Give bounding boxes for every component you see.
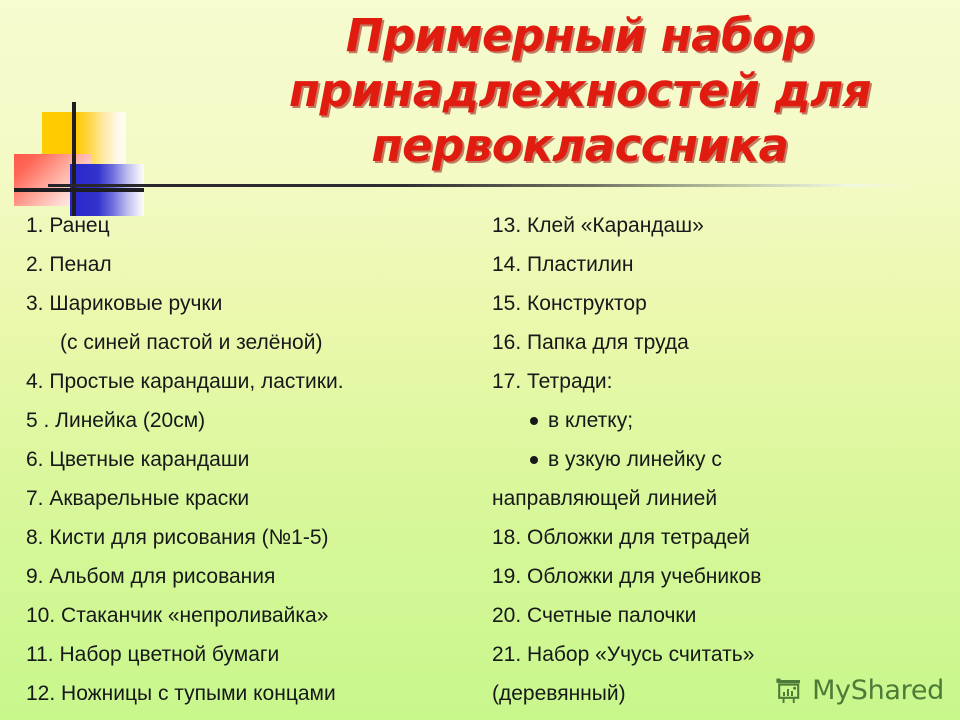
list-item-label: 12. Ножницы с тупыми концами [26, 682, 336, 705]
list-item-label: (деревянный) [492, 682, 626, 705]
list-item: направляющей линией [492, 479, 960, 518]
decorative-color-blocks [14, 98, 144, 216]
list-item-label: 2. Пенал [26, 253, 112, 276]
list-item-label: 13. Клей «Карандаш» [492, 214, 704, 237]
list-item: в клетку; [492, 401, 960, 440]
list-item-label: (с синей пастой и зелёной) [60, 331, 323, 354]
list-item: 17. Тетради: [492, 362, 960, 401]
list-item: 15. Конструктор [492, 284, 960, 323]
myshared-watermark-label: MyShared [812, 675, 944, 706]
list-item: (деревянный) [492, 674, 960, 713]
list-item: 20. Счетные палочки [492, 596, 960, 635]
list-item: 11. Набор цветной бумаги [26, 635, 470, 674]
list-item: 13. Клей «Карандаш» [492, 206, 960, 245]
list-item: 4. Простые карандаши, ластики. [26, 362, 470, 401]
list-item: (с синей пастой и зелёной) [26, 323, 470, 362]
list-item: 18. Обложки для тетрадей [492, 518, 960, 557]
list-item-label: 9. Альбом для рисования [26, 565, 276, 588]
list-item: 3. Шариковые ручки [26, 284, 470, 323]
presentation-board-icon [774, 676, 804, 706]
list-item: 16. Папка для труда [492, 323, 960, 362]
list-item: 22. Спортивная форма [492, 713, 960, 720]
list-item-label: 3. Шариковые ручки [26, 292, 223, 315]
list-item-label: 5 . Линейка (20см) [26, 409, 206, 432]
list-item-label: 7. Акварельные краски [26, 487, 250, 510]
bullet-dot-icon [530, 455, 538, 464]
myshared-watermark: MyShared [774, 675, 944, 706]
supplies-list-right-column: 13. Клей «Карандаш» 14. Пластилин 15. Конс… [470, 206, 960, 720]
title-divider [48, 184, 918, 187]
list-item: 8. Кисти для рисования (№1-5) [26, 518, 470, 557]
list-item-label: 21. Набор «Учусь считать» [492, 643, 755, 666]
list-item-label: 14. Пластилин [492, 253, 634, 276]
cross-horizontal-line-icon [14, 188, 144, 192]
list-item-label: в узкую линейку с [548, 448, 722, 471]
list-item: 7. Акварельные краски [26, 479, 470, 518]
list-item-label: 16. Папка для труда [492, 331, 689, 354]
list-item: 5 . Линейка (20см) [26, 401, 470, 440]
list-item: 6. Цветные карандаши [26, 440, 470, 479]
list-item-label: 17. Тетради: [492, 370, 613, 393]
list-item: 12. Ножницы с тупыми концами [26, 674, 470, 713]
slide-title: Примерный набор принадлежностей для перв… [288, 9, 872, 172]
list-item-label: 8. Кисти для рисования (№1-5) [26, 526, 329, 549]
list-item-label: 1. Ранец [26, 214, 110, 237]
list-item-label: 11. Набор цветной бумаги [26, 643, 280, 666]
list-item: 19. Обложки для учебников [492, 557, 960, 596]
list-item-label: 20. Счетные палочки [492, 604, 697, 627]
list-item-label: 19. Обложки для учебников [492, 565, 762, 588]
list-item: 21. Набор «Учусь считать» [492, 635, 960, 674]
list-item-label: 6. Цветные карандаши [26, 448, 250, 471]
list-item-label: 10. Стаканчик «непроливайка» [26, 604, 329, 627]
list-item-label: 4. Простые карандаши, ластики. [26, 370, 344, 393]
supplies-list: 1. Ранец 2. Пенал 3. Шариковые ручки (с син… [0, 206, 960, 720]
cross-vertical-line-icon [72, 102, 76, 216]
list-item: 2. Пенал [26, 245, 470, 284]
bullet-dot-icon [530, 416, 538, 425]
list-item: 1. Ранец [26, 206, 470, 245]
list-item: 14. Пластилин [492, 245, 960, 284]
supplies-list-left-column: 1. Ранец 2. Пенал 3. Шариковые ручки (с син… [0, 206, 470, 713]
list-item-label: 15. Конструктор [492, 292, 647, 315]
list-item-label: в клетку; [548, 409, 634, 432]
list-item-label: направляющей линией [492, 487, 718, 510]
list-item: 9. Альбом для рисования [26, 557, 470, 596]
list-item-label: 18. Обложки для тетрадей [492, 526, 750, 549]
list-item: 10. Стаканчик «непроливайка» [26, 596, 470, 635]
list-item: в узкую линейку с [492, 440, 960, 479]
